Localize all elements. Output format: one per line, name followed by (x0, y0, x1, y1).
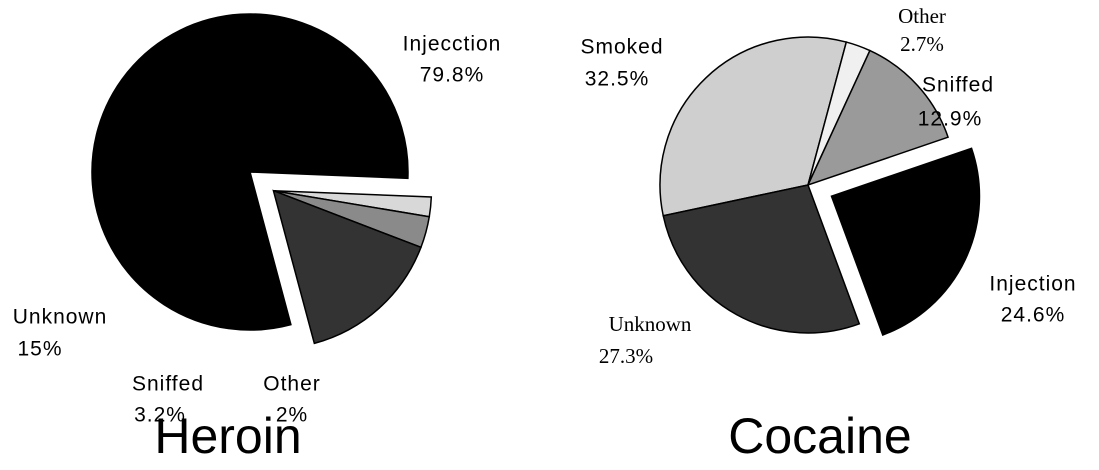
chart-title: Heroin (154, 408, 301, 464)
slice-value-label: 24.6% (1001, 304, 1066, 327)
slice-label: Smoked (580, 36, 663, 59)
slice-label: Other (898, 4, 946, 28)
slice-value-label: 2.7% (900, 32, 944, 56)
slice-value-label: 79.8% (420, 64, 485, 87)
slice-value-label: 32.5% (585, 68, 650, 91)
chart-title: Cocaine (728, 408, 911, 464)
pie-slice (659, 36, 848, 217)
slice-label: Injecction (403, 33, 502, 56)
slice-label: Other (263, 373, 321, 396)
slice-value-label: 27.3% (599, 344, 653, 368)
slice-value-label: 3.2% (134, 404, 186, 427)
pie-slice (830, 147, 981, 336)
pie-slice (806, 49, 950, 187)
slice-label: Sniffed (922, 74, 994, 97)
pie-slice (91, 13, 409, 331)
slice-value-label: 12.9% (918, 108, 983, 131)
slice-label: Sniffed (132, 373, 204, 396)
slice-value-label: 2% (276, 404, 308, 427)
slice-label: Unknown (13, 306, 108, 329)
pie-slice (662, 184, 861, 334)
pie-slice (272, 189, 422, 345)
slice-label: Unknown (609, 312, 692, 336)
slice-value-label: 15% (17, 338, 62, 361)
slice-label: Injection (989, 273, 1076, 296)
